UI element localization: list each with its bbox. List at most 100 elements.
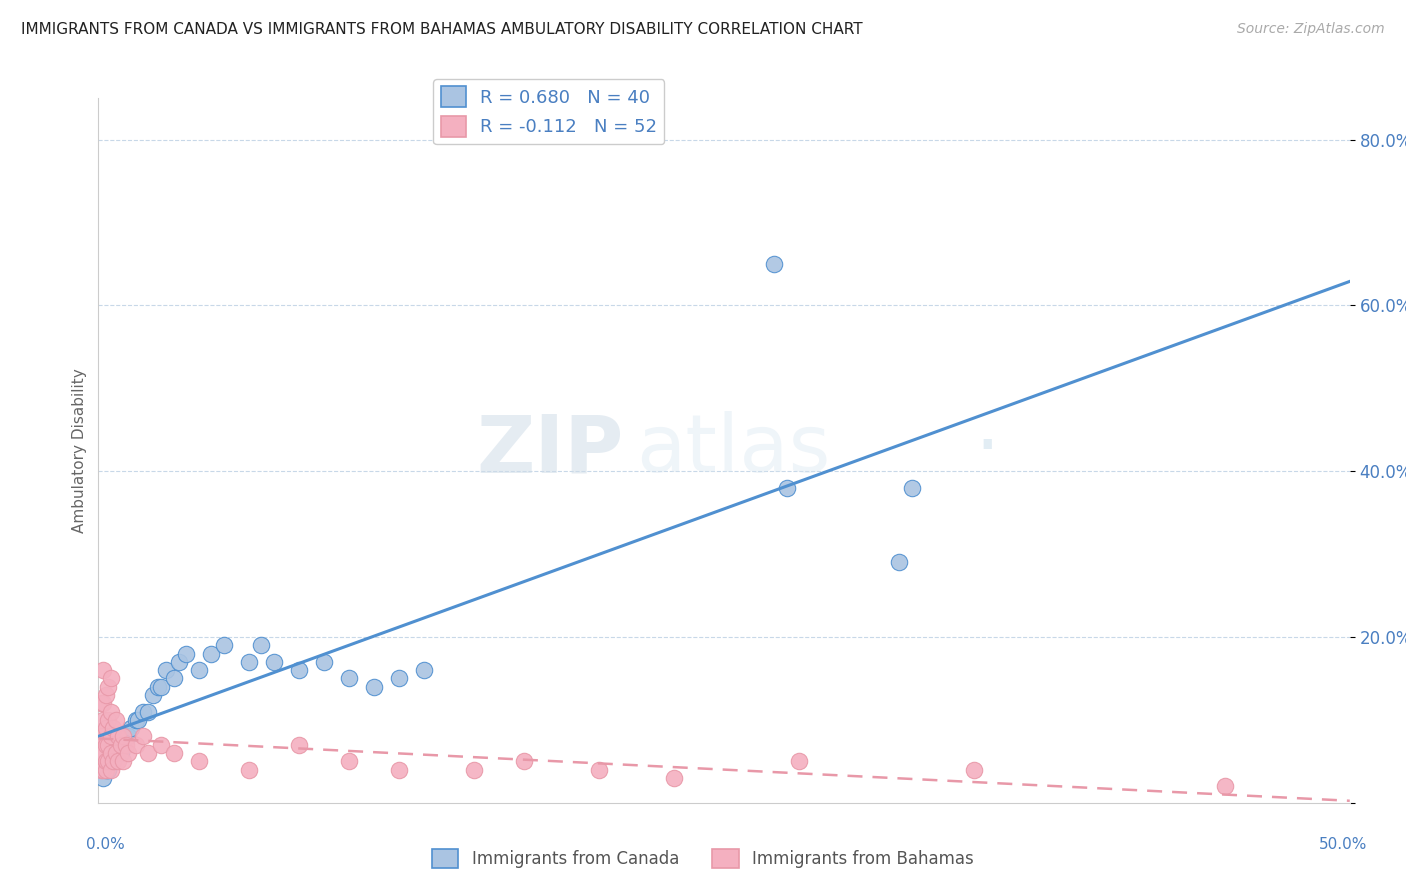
Point [238,763,260,777]
Point [107,738,129,752]
Point [100,746,122,760]
Point [100,763,122,777]
Text: 0.0%: 0.0% [86,838,125,852]
Point [150,738,173,752]
Point [104,746,127,760]
Point [100,705,122,719]
Point [162,672,184,686]
Point [148,680,170,694]
Point [112,755,135,769]
Point [363,680,385,694]
Point [312,655,335,669]
Point [117,746,139,760]
Point [93,746,115,760]
Point [138,746,160,760]
Y-axis label: Ambulatory Disability: Ambulatory Disability [72,368,87,533]
Point [104,713,127,727]
Point [787,755,810,769]
Point [103,721,125,735]
Point [93,771,115,785]
Point [94,721,117,735]
Point [100,755,122,769]
Text: 50.0%: 50.0% [1319,838,1367,852]
Point [127,713,149,727]
Point [337,755,360,769]
Point [97,763,120,777]
Point [763,257,786,271]
Point [162,746,184,760]
Point [110,738,132,752]
Point [142,688,165,702]
Point [112,730,135,744]
Point [120,721,142,735]
Point [97,713,120,727]
Point [112,738,135,752]
Text: ZIP: ZIP [477,411,624,490]
Point [112,730,135,744]
Point [212,638,235,652]
Point [588,763,610,777]
Point [412,663,434,677]
Point [107,730,129,744]
Point [125,738,148,752]
Point [90,763,112,777]
Point [187,663,209,677]
Point [97,738,120,752]
Point [97,755,120,769]
Point [132,705,155,719]
Point [889,555,911,569]
Point [90,746,112,760]
Point [250,638,273,652]
Point [104,746,127,760]
Point [138,705,160,719]
Legend: R = 0.680   N = 40, R = -0.112   N = 52: R = 0.680 N = 40, R = -0.112 N = 52 [433,79,665,145]
Point [200,647,222,661]
Point [513,755,536,769]
Point [93,696,115,710]
Point [238,655,260,669]
Point [1213,779,1236,793]
Point [117,730,139,744]
Point [174,647,197,661]
Point [100,746,122,760]
Point [94,688,117,702]
Point [463,763,485,777]
Text: Source: ZipAtlas.com: Source: ZipAtlas.com [1237,22,1385,37]
Point [107,755,129,769]
Point [132,730,155,744]
Text: atlas: atlas [637,411,831,490]
Text: ·: · [974,411,1000,490]
Point [93,713,115,727]
Point [776,481,799,495]
Point [167,655,190,669]
Point [155,663,177,677]
Point [388,672,411,686]
Text: IMMIGRANTS FROM CANADA VS IMMIGRANTS FROM BAHAMAS AMBULATORY DISABILITY CORRELAT: IMMIGRANTS FROM CANADA VS IMMIGRANTS FRO… [21,22,863,37]
Point [115,738,138,752]
Point [90,696,112,710]
Point [388,763,411,777]
Point [900,481,922,495]
Point [94,738,117,752]
Point [963,763,986,777]
Point [100,672,122,686]
Point [187,755,209,769]
Point [90,730,112,744]
Point [150,680,173,694]
Point [93,763,115,777]
Point [662,771,685,785]
Point [103,755,125,769]
Point [94,763,117,777]
Point [100,730,122,744]
Point [93,730,115,744]
Point [287,738,309,752]
Point [97,680,120,694]
Point [93,663,115,677]
Point [287,663,309,677]
Point [94,755,117,769]
Point [103,755,125,769]
Point [110,746,132,760]
Point [125,713,148,727]
Point [337,672,360,686]
Point [263,655,285,669]
